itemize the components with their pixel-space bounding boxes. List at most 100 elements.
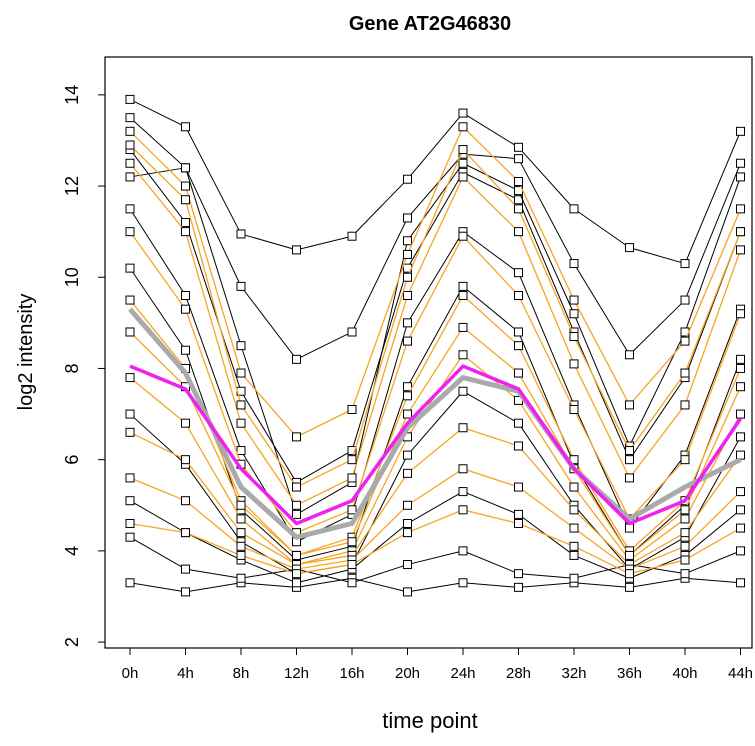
x-tick-label: 44h [728,665,753,682]
series-line [129,509,741,575]
point-marker [514,176,523,186]
x-tick-label: 12h [284,665,309,682]
point-marker [292,578,301,588]
point-marker [125,204,135,214]
point-marker [403,587,412,597]
point-marker [458,322,468,332]
point-marker [514,341,523,351]
point-marker [680,528,690,538]
point-marker [125,373,135,383]
point-marker [736,172,745,182]
point-marker [736,363,745,373]
x-tick-label: 8h [233,665,250,682]
point-marker [347,327,357,337]
point-marker [236,400,246,410]
point-marker [680,505,690,515]
point-marker [125,263,135,273]
point-marker [514,290,523,300]
point-marker [680,368,690,378]
point-marker [458,145,468,155]
point-marker [236,541,246,551]
point-marker [514,418,523,428]
point-marker [736,546,745,556]
point-marker [125,519,135,529]
point-marker [569,332,579,342]
point-marker [125,496,135,506]
series-line [129,577,741,593]
series-line [129,144,742,488]
point-marker [403,382,412,392]
point-marker [625,569,634,579]
point-marker [569,204,579,214]
point-marker [181,227,190,237]
point-marker [236,514,246,524]
series-line [129,536,741,584]
series-line [129,427,742,566]
point-marker [181,122,190,132]
point-marker [514,368,523,378]
point-marker [569,482,579,492]
point-marker [403,468,412,478]
point-marker [236,528,246,538]
series-line [129,162,741,515]
point-marker [736,523,745,533]
point-marker [347,560,357,570]
point-marker [125,473,135,483]
series-line [129,149,741,483]
chart-title: Gene AT2G46830 [349,13,511,35]
y-tick-label: 8 [62,363,82,373]
point-marker [125,94,135,104]
point-marker [569,259,579,269]
point-marker [403,249,412,259]
point-marker [403,409,412,419]
point-marker [181,418,190,428]
point-marker [736,227,745,237]
point-marker [125,532,135,542]
point-marker [236,368,246,378]
point-marker [181,345,190,355]
point-marker [736,432,745,442]
point-marker [292,509,301,519]
point-marker [736,245,745,255]
point-marker [680,514,690,524]
point-marker [625,473,634,483]
point-marker [736,204,745,214]
point-marker [125,172,135,182]
point-marker [736,382,745,392]
point-marker [514,327,523,337]
point-marker [569,359,579,369]
point-marker [125,113,135,123]
x-tick-label: 20h [395,665,420,682]
series-line [129,162,742,506]
point-marker [347,473,357,483]
point-marker [292,550,301,560]
x-tick-label: 32h [561,665,586,682]
point-marker [625,523,634,533]
point-marker [736,309,745,319]
point-marker [347,505,357,515]
point-marker [181,528,190,538]
series-line [129,294,742,557]
x-tick-label: 36h [617,665,642,682]
point-marker [514,441,523,451]
point-marker [625,455,634,465]
point-marker [680,259,690,269]
point-marker [125,126,135,136]
point-marker [569,523,579,533]
point-marker [181,181,190,191]
point-marker [514,482,523,492]
point-marker [181,496,190,506]
point-marker [236,229,246,239]
point-marker [125,158,135,168]
point-marker [680,295,690,305]
x-tick-label: 0h [122,665,139,682]
point-marker [458,158,468,168]
point-marker [625,243,634,253]
point-marker [569,295,579,305]
point-marker [236,341,246,351]
point-marker [569,550,579,560]
x-tick-label: 24h [450,665,475,682]
point-marker [458,578,468,588]
point-marker [458,281,468,291]
